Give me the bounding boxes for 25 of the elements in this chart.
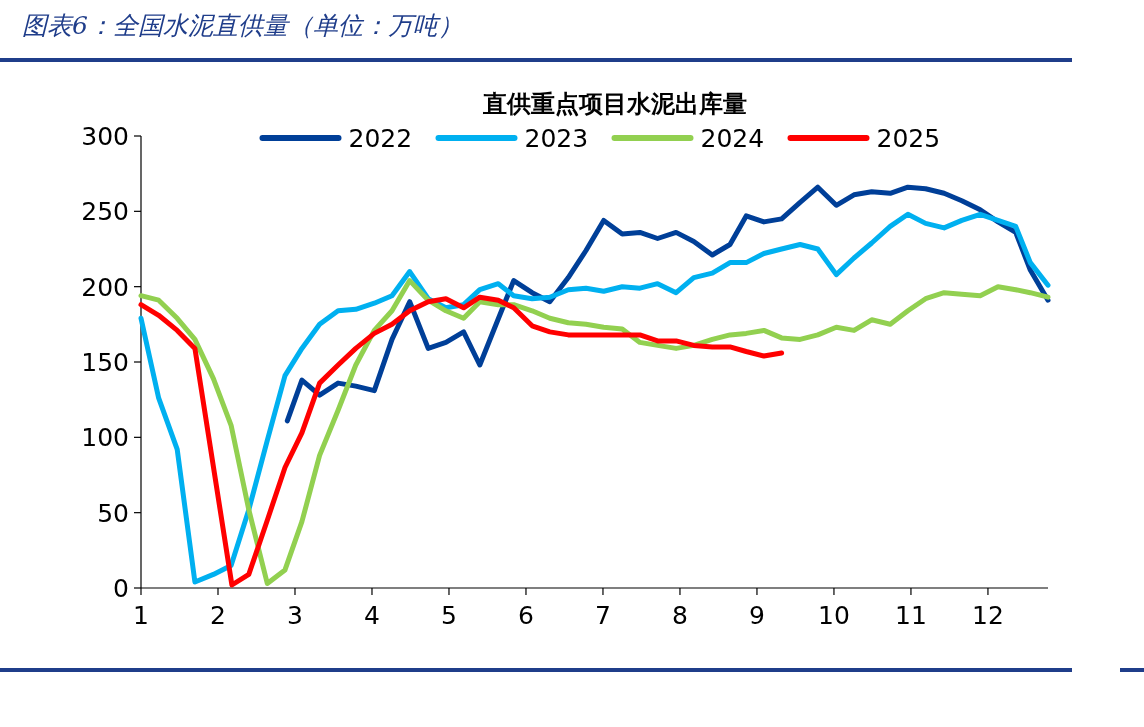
x-tick-label: 1 [133,601,149,630]
chart-subtitle: 直供重点项目水泥出库量 [481,90,747,118]
x-tick-label: 8 [672,601,688,630]
x-tick-label: 3 [287,601,303,630]
legend-label: 2025 [876,124,941,153]
legend-label: 2022 [348,124,413,153]
y-tick-label: 0 [113,574,129,603]
chart-title: 图表6：全国水泥直供量（单位：万吨） [22,11,463,40]
x-tick-label: 2 [210,601,226,630]
y-tick-label: 200 [81,272,129,302]
legend-label: 2024 [700,124,765,153]
x-tick-label: 6 [518,601,534,630]
x-tick-label: 12 [972,601,1004,630]
y-tick-label: 50 [97,498,129,528]
x-tick-label: 5 [441,601,457,630]
y-tick-label: 300 [81,122,129,151]
x-tick-label: 7 [595,601,611,630]
y-tick-label: 100 [81,423,129,453]
x-tick-label: 10 [818,601,850,630]
y-tick-label: 150 [81,348,129,377]
x-tick-label: 4 [364,601,380,630]
x-tick-label: 9 [749,601,765,630]
x-tick-label: 11 [895,601,927,630]
legend-label: 2023 [524,124,589,153]
y-tick-label: 250 [81,197,129,227]
